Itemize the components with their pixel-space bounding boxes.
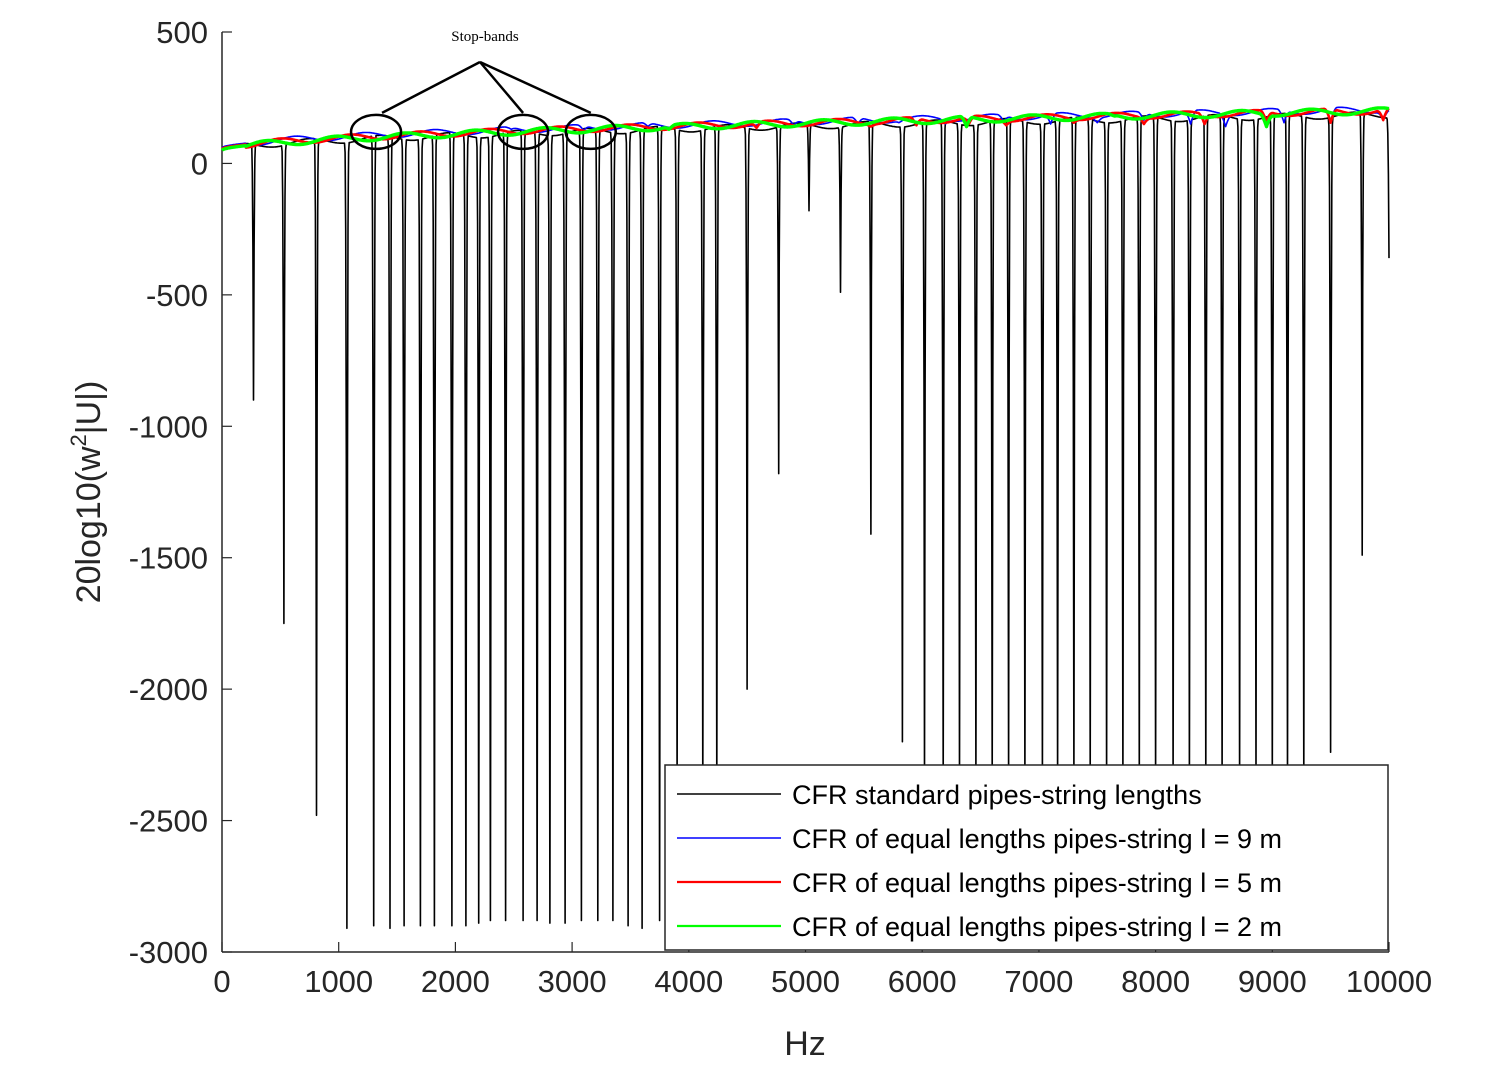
x-tick-label: 5000 (771, 964, 840, 999)
legend-label: CFR of equal lengths pipes-string l = 9 … (792, 824, 1282, 854)
legend-box (664, 764, 1389, 951)
x-tick-label: 6000 (888, 964, 957, 999)
x-tick-label: 9000 (1238, 964, 1307, 999)
annotation-arrow (479, 60, 592, 115)
stop-bands-annotation: Stop-bands (349, 29, 618, 151)
legend: CFR standard pipes-string lengths CFR of … (664, 764, 1389, 951)
legend-label: CFR of equal lengths pipes-string l = 2 … (792, 912, 1282, 942)
y-tick-label: 0 (191, 146, 208, 181)
series-line-3 (221, 107, 1390, 150)
y-axis-title-sup: 2 (66, 434, 91, 446)
annotation-arrow (479, 61, 525, 114)
legend-label: CFR standard pipes-string lengths (792, 780, 1202, 810)
x-tick-label: 10000 (1346, 964, 1432, 999)
y-tick-label: 500 (156, 15, 208, 50)
series-layer (220, 106, 1391, 930)
stop-band-circle (496, 113, 550, 151)
x-tick-label: 1000 (304, 964, 373, 999)
x-tick-label: 4000 (654, 964, 723, 999)
y-axis-title-tail: |U|) (70, 381, 108, 435)
x-tick-label: 2000 (421, 964, 490, 999)
y-tick-label: -3000 (129, 935, 208, 970)
annotation-text: Stop-bands (451, 29, 519, 45)
x-axis-title: Hz (784, 1025, 826, 1061)
y-tick-label: -500 (146, 278, 208, 313)
y-axis-title: 20log10(w2|U|) (66, 381, 108, 604)
y-tick-label: -1500 (129, 541, 208, 576)
y-tick-label: -1000 (129, 409, 208, 444)
x-tick-label: 0 (213, 964, 230, 999)
legend-label: CFR of equal lengths pipes-string l = 5 … (792, 868, 1282, 898)
x-tick-label: 3000 (538, 964, 607, 999)
x-tick-label: 8000 (1121, 964, 1190, 999)
annotation-arrow (381, 60, 481, 114)
axis-ticks: 0 1000 2000 3000 4000 5000 6000 7000 8000 9000 100… (129, 15, 1432, 999)
stop-band-circle (349, 113, 403, 151)
y-tick-label: -2000 (129, 672, 208, 707)
y-axis-title-base: 20log10(w (70, 446, 108, 603)
series-line-4 (220, 106, 1391, 152)
stop-band-circle (564, 113, 618, 151)
y-tick-label: -2500 (129, 804, 208, 839)
x-tick-label: 7000 (1004, 964, 1073, 999)
